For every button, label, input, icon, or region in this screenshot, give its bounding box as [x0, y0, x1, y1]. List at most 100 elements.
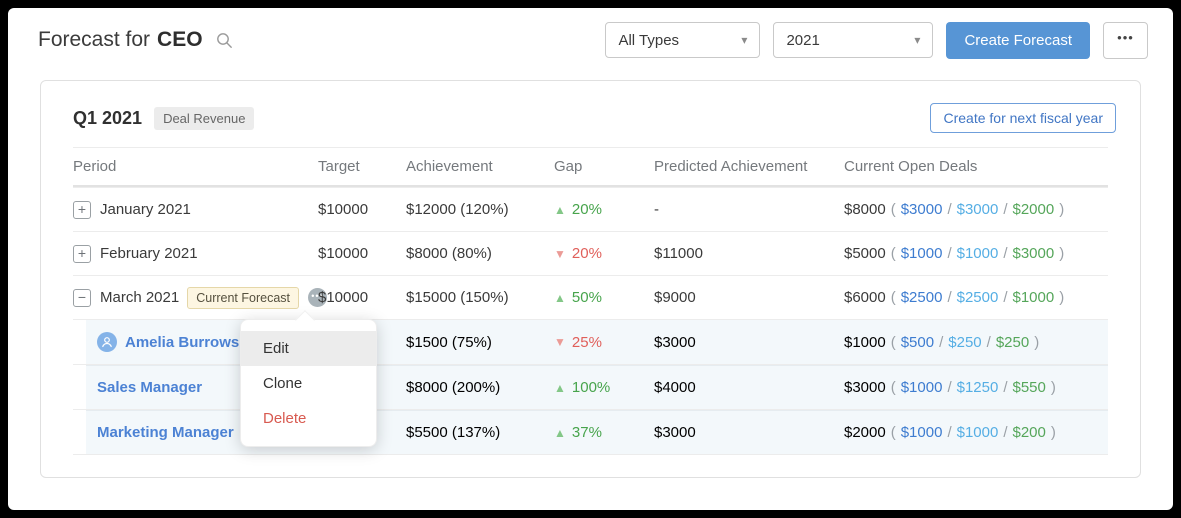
column-header-gap: Gap — [554, 158, 583, 175]
column-header-achievement: Achievement — [406, 158, 493, 175]
predicted-achievement-value: $11000 — [654, 245, 703, 262]
expand-icon[interactable]: + — [73, 200, 91, 219]
deals-total: $5000 — [844, 245, 886, 262]
page-title: Forecast for CEO — [38, 28, 233, 52]
deals-split-2: $3000 — [956, 201, 999, 218]
create-next-fiscal-year-button[interactable]: Create for next fiscal year — [930, 103, 1116, 133]
search-icon[interactable] — [216, 32, 233, 49]
deals-total: $6000 — [844, 289, 886, 306]
forecast-page: Forecast for CEO All Types ▾ 2021 ▾ Crea… — [8, 8, 1173, 510]
gap-down-arrow-icon: ▼ — [554, 246, 566, 261]
table-subrow: Sales Manager $8000 (200%) ▲ 100% $4000 … — [73, 364, 1108, 409]
deals-total: $2000 — [844, 424, 886, 441]
predicted-achievement-value: $4000 — [654, 379, 696, 396]
toolbar-controls: All Types ▾ 2021 ▾ Create Forecast ••• — [605, 21, 1148, 59]
forecast-card: Q1 2021 Deal Revenue Create for next fis… — [40, 80, 1141, 478]
year-filter-dropdown[interactable]: 2021 ▾ — [773, 22, 934, 58]
gap-up-arrow-icon: ▲ — [554, 425, 566, 440]
deals-split-1: $1000 — [900, 245, 943, 262]
achievement-value: $12000 (120%) — [406, 201, 509, 218]
collapse-icon[interactable]: − — [73, 288, 91, 307]
context-menu-delete[interactable]: Delete — [263, 410, 307, 427]
gap-value: 20% — [571, 245, 602, 262]
deals-split-3: $200 — [1012, 424, 1046, 441]
deals-split-1: $2500 — [900, 289, 943, 306]
deals-total: $8000 — [844, 201, 886, 218]
target-value: $10000 — [318, 201, 369, 218]
person-link[interactable]: Amelia Burrows — [125, 333, 240, 351]
achievement-value: $8000 (200%) — [406, 379, 501, 396]
deals-split-1: $1000 — [900, 424, 943, 441]
gap-value: 37% — [571, 424, 602, 441]
deals-split-2: $2500 — [956, 289, 999, 306]
more-options-button[interactable]: ••• — [1103, 21, 1148, 59]
type-filter-value: All Types — [618, 31, 680, 49]
table-subrow: Marketing Manager $5500 (137%) ▲ 37% $30… — [73, 409, 1108, 454]
predicted-achievement-value: $3000 — [654, 333, 696, 351]
current-open-deals: $1000($500/$250/$250) — [844, 333, 1040, 351]
context-menu-clone[interactable]: Clone — [263, 375, 303, 392]
page-title-prefix: Forecast for — [38, 28, 151, 51]
current-open-deals: $6000($2500/$2500/$1000) — [844, 289, 1065, 306]
table-row: + February 2021 $10000 $8000 (80%) ▼ 20%… — [73, 231, 1108, 275]
gap-value: 100% — [571, 379, 611, 396]
deals-total: $3000 — [844, 379, 886, 396]
gap-up-arrow-icon: ▲ — [554, 380, 566, 395]
target-value: $10000 — [318, 245, 369, 262]
deals-split-1: $1000 — [900, 379, 943, 396]
year-filter-value: 2021 — [786, 31, 820, 49]
chevron-down-icon: ▾ — [741, 33, 748, 47]
deals-split-1: $500 — [900, 333, 935, 351]
target-value: $10000 — [318, 289, 369, 306]
table-bottom-border — [73, 454, 1108, 455]
current-open-deals: $3000($1000/$1250/$550) — [844, 379, 1056, 396]
context-menu-edit[interactable]: Edit — [241, 331, 376, 366]
role-link[interactable]: Marketing Manager — [97, 424, 234, 441]
deal-revenue-badge: Deal Revenue — [154, 106, 255, 130]
deals-split-3: $250 — [995, 333, 1030, 351]
column-header-predicted-achievement: Predicted Achievement — [654, 158, 808, 175]
current-forecast-badge: Current Forecast — [187, 286, 299, 309]
gap-up-arrow-icon: ▲ — [554, 202, 566, 217]
table-row: + January 2021 $10000 $12000 (120%) ▲ 20… — [73, 187, 1108, 231]
table-header-row: Period Target Achievement Gap Predicted … — [73, 147, 1108, 187]
predicted-achievement-value: $3000 — [654, 424, 696, 441]
achievement-value: $1500 (75%) — [406, 333, 492, 351]
deals-split-2: $250 — [948, 333, 982, 351]
deals-split-2: $1000 — [956, 245, 999, 262]
deals-split-3: $3000 — [1012, 245, 1055, 262]
table-row: − March 2021 Current Forecast ••• $10000… — [73, 275, 1108, 319]
period-label: February 2021 — [100, 245, 198, 262]
current-open-deals: $2000($1000/$1000/$200) — [844, 424, 1056, 441]
period-label: March 2021 — [100, 289, 180, 306]
deals-split-2: $1000 — [956, 424, 999, 441]
deals-split-2: $1250 — [956, 379, 999, 396]
gap-value: 25% — [571, 333, 602, 351]
card-header: Q1 2021 Deal Revenue Create for next fis… — [41, 81, 1140, 147]
deals-split-3: $1000 — [1012, 289, 1055, 306]
column-header-target: Target — [318, 158, 360, 175]
create-forecast-button[interactable]: Create Forecast — [946, 21, 1090, 59]
predicted-achievement-value: $9000 — [654, 289, 696, 306]
gap-up-arrow-icon: ▲ — [554, 290, 566, 305]
row-menu-icon[interactable]: ••• — [308, 288, 327, 307]
current-open-deals: $5000($1000/$1000/$3000) — [844, 245, 1065, 262]
deals-split-3: $2000 — [1012, 201, 1055, 218]
type-filter-dropdown[interactable]: All Types ▾ — [605, 22, 761, 58]
quarter-title: Q1 2021 — [73, 107, 143, 128]
achievement-value: $15000 (150%) — [406, 289, 509, 306]
deals-split-1: $3000 — [900, 201, 943, 218]
expand-icon[interactable]: + — [73, 244, 91, 263]
deals-total: $1000 — [844, 333, 886, 351]
table-subrow: Amelia Burrows $1500 (75%) ▼ 25% $3000 $… — [73, 319, 1108, 364]
user-avatar-icon — [97, 332, 117, 352]
forecast-table: Period Target Achievement Gap Predicted … — [73, 147, 1108, 455]
page-title-owner: CEO — [157, 28, 203, 51]
period-label: January 2021 — [100, 201, 191, 218]
column-header-current-open-deals: Current Open Deals — [844, 158, 978, 175]
current-open-deals: $8000($3000/$3000/$2000) — [844, 201, 1065, 218]
chevron-down-icon: ▾ — [914, 33, 921, 47]
gap-down-arrow-icon: ▼ — [554, 335, 566, 349]
role-link[interactable]: Sales Manager — [97, 379, 203, 396]
